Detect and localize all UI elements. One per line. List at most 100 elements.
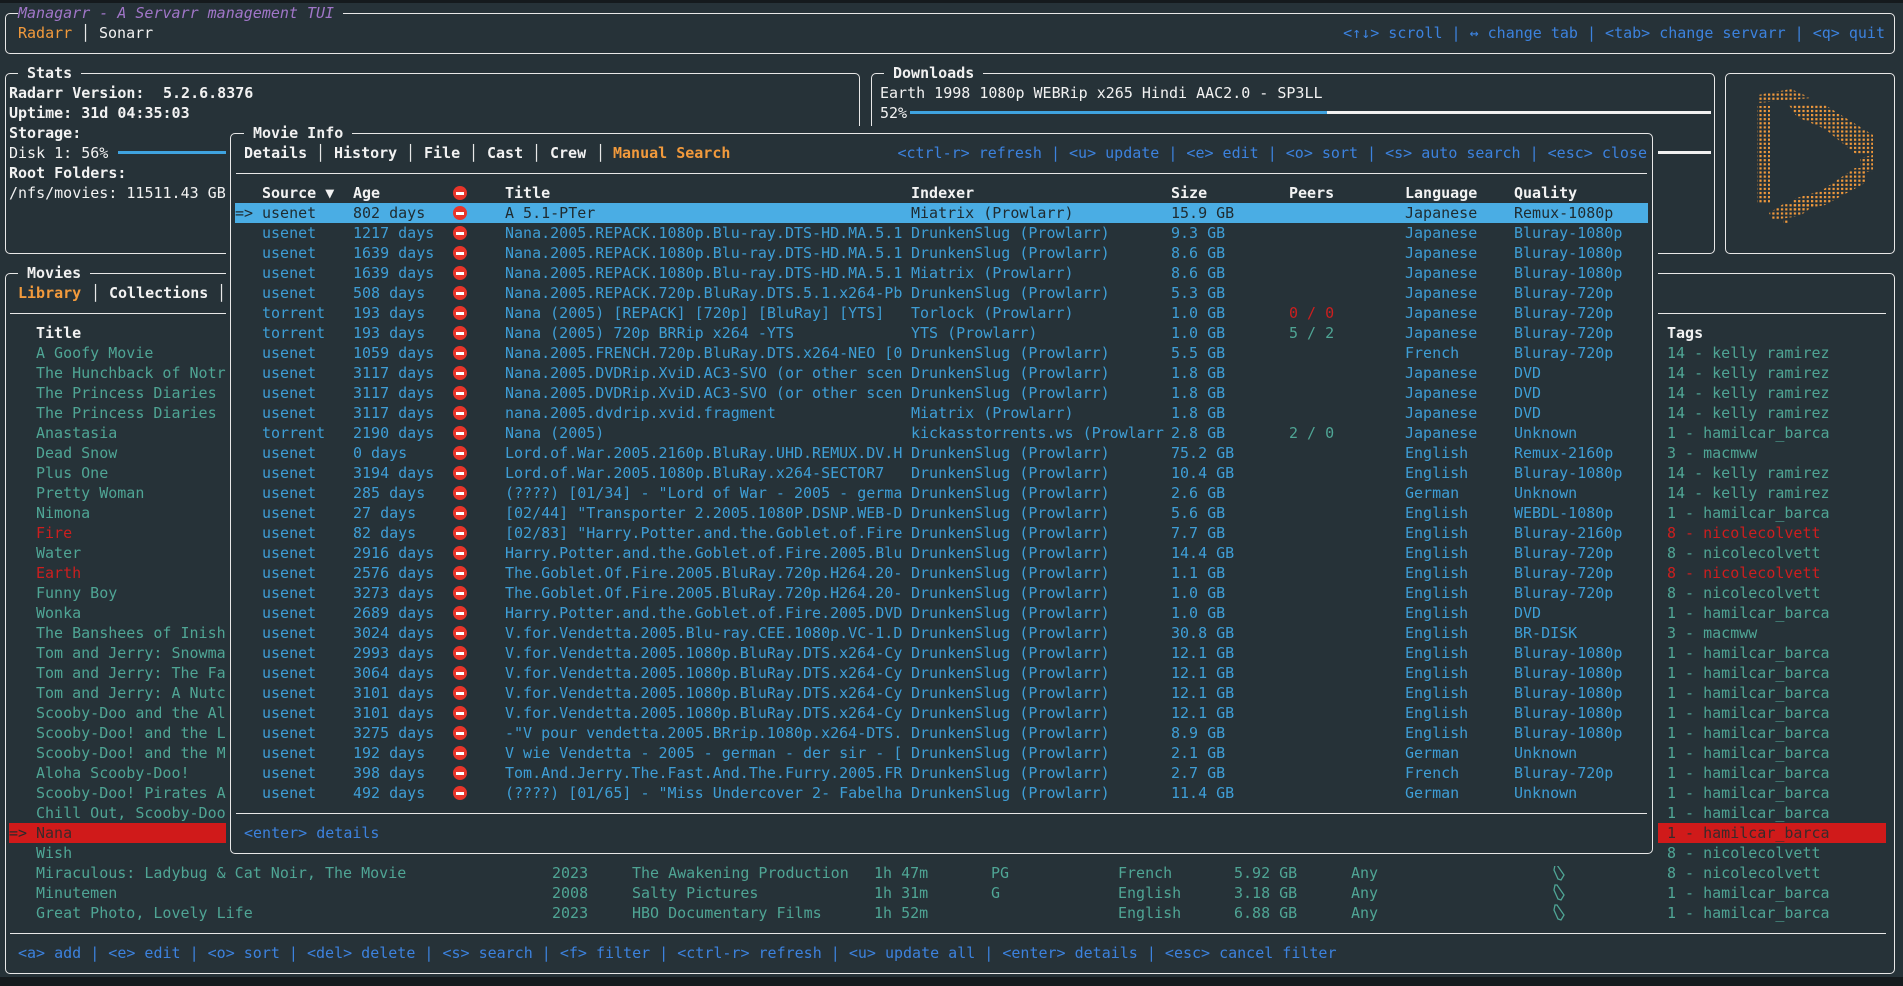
movie-title[interactable]: Tom and Jerry: Snowma <box>36 644 226 662</box>
tab-divider: │ <box>532 144 542 162</box>
movie-title[interactable]: Nimona <box>36 504 91 522</box>
release-source: usenet <box>262 404 317 422</box>
release-indexer: DrunkenSlug (Prowlarr) <box>911 584 1110 602</box>
column-header-peers[interactable]: Peers <box>1289 184 1335 202</box>
movie-tags: 8 - nicolecolvett <box>1667 524 1821 542</box>
movie-tags: 14 - kelly ramirez <box>1667 344 1830 362</box>
movie-title[interactable]: Water <box>36 544 82 562</box>
release-quality: Unknown <box>1514 484 1578 502</box>
movie-title[interactable]: Tom and Jerry: The Fa <box>36 664 226 682</box>
movie-tags: 3 - macmww <box>1667 624 1758 642</box>
release-indexer: DrunkenSlug (Prowlarr) <box>911 664 1110 682</box>
column-header-age[interactable]: Age <box>353 184 381 202</box>
release-source: torrent <box>262 424 326 442</box>
movie-title[interactable]: Scooby-Doo! and the L <box>36 724 226 742</box>
movie-title[interactable]: The Hunchback of Notr <box>36 364 226 382</box>
movie-title[interactable]: Wish <box>36 844 73 862</box>
movie-title[interactable]: Chill Out, Scooby-Doo <box>36 804 226 822</box>
column-header-language[interactable]: Language <box>1405 184 1478 202</box>
tab-cast[interactable]: Cast <box>487 144 524 162</box>
column-header-indexer[interactable]: Indexer <box>911 184 975 202</box>
movie-title[interactable]: The Princess Diaries <box>36 404 217 422</box>
release-language: German <box>1405 744 1460 762</box>
movie-title[interactable]: Minutemen <box>36 884 118 902</box>
movie-studio: HBO Documentary Films <box>632 904 822 922</box>
movie-title[interactable]: Fire <box>36 524 73 542</box>
tab-manual-search[interactable]: Manual Search <box>613 144 731 162</box>
release-size: 8.9 GB <box>1171 724 1226 742</box>
tab-radarr[interactable]: Radarr <box>18 24 73 42</box>
movie-title[interactable]: Dead Snow <box>36 444 118 462</box>
tab-library[interactable]: Library <box>18 284 82 302</box>
release-indexer: Torlock (Prowlarr) <box>911 304 1074 322</box>
movie-info-footer[interactable]: <enter> details <box>244 824 380 842</box>
movie-tags: 14 - kelly ramirez <box>1667 384 1830 402</box>
movie-title[interactable]: Wonka <box>36 604 82 622</box>
release-indexer: DrunkenSlug (Prowlarr) <box>911 224 1110 242</box>
movie-tags: 8 - nicolecolvett <box>1667 544 1821 562</box>
release-size: 1.1 GB <box>1171 564 1226 582</box>
release-indexer: Miatrix (Prowlarr) <box>911 264 1074 282</box>
movie-tags: 1 - hamilcar_barca <box>1667 664 1830 682</box>
release-language: Japanese <box>1405 264 1478 282</box>
column-header-source[interactable]: Source ▼ <box>262 184 335 202</box>
release-quality: Bluray-720p <box>1514 284 1614 302</box>
rejected-icon <box>453 486 467 500</box>
tab-file[interactable]: File <box>424 144 461 162</box>
column-header-quality[interactable]: Quality <box>1514 184 1578 202</box>
movie-title[interactable]: Nana <box>36 824 73 842</box>
movie-title[interactable]: A Goofy Movie <box>36 344 154 362</box>
release-quality: Remux-2160p <box>1514 444 1614 462</box>
movie-language: English <box>1118 884 1182 902</box>
release-age: 1217 days <box>353 224 435 242</box>
tab-crew[interactable]: Crew <box>550 144 587 162</box>
tab-sonarr[interactable]: Sonarr <box>99 24 154 42</box>
release-age: 2689 days <box>353 604 435 622</box>
monitored-tag-icon <box>1553 904 1565 921</box>
movie-title[interactable]: The Princess Diaries <box>36 384 217 402</box>
release-age: 3275 days <box>353 724 435 742</box>
release-language: English <box>1405 704 1469 722</box>
release-indexer: DrunkenSlug (Prowlarr) <box>911 644 1110 662</box>
movies-title: Movies <box>18 263 91 283</box>
movie-title[interactable]: The Banshees of Inish <box>36 624 226 642</box>
movie-tags: 1 - hamilcar_barca <box>1667 424 1830 442</box>
release-language: Japanese <box>1405 304 1478 322</box>
release-age: 0 days <box>353 444 408 462</box>
movie-title[interactable]: Aloha Scooby-Doo! <box>36 764 190 782</box>
movie-language: English <box>1118 904 1182 922</box>
movie-title[interactable]: Plus One <box>36 464 109 482</box>
release-size: 75.2 GB <box>1171 444 1235 462</box>
movie-title[interactable]: Scooby-Doo! and the M <box>36 744 226 762</box>
movie-title[interactable]: Anastasia <box>36 424 118 442</box>
movie-info-help: <ctrl-r> refresh | <u> update | <e> edit… <box>897 144 1647 162</box>
release-age: 3101 days <box>353 704 435 722</box>
movie-title[interactable]: Scooby-Doo! Pirates A <box>36 784 226 802</box>
tab-collections[interactable]: Collections <box>109 284 209 302</box>
release-title: Nana.2005.REPACK.1080p.Blu-ray.DTS-HD.MA… <box>505 264 903 282</box>
release-size: 12.1 GB <box>1171 644 1235 662</box>
release-indexer: DrunkenSlug (Prowlarr) <box>911 544 1110 562</box>
release-language: English <box>1405 524 1469 542</box>
release-language: Japanese <box>1405 364 1478 382</box>
release-age: 285 days <box>353 484 426 502</box>
release-indexer: DrunkenSlug (Prowlarr) <box>911 524 1110 542</box>
movie-title[interactable]: Earth <box>36 564 82 582</box>
release-title: -"V pour vendetta.2005.BRrip.1080p.x264-… <box>505 724 903 742</box>
tab-details[interactable]: Details <box>244 144 308 162</box>
release-title: V.for.Vendetta.2005.1080p.BluRay.DTS.x26… <box>505 704 903 722</box>
movie-title[interactable]: Miraculous: Ladybug & Cat Noir, The Movi… <box>36 864 407 882</box>
column-header-size[interactable]: Size <box>1171 184 1208 202</box>
column-header-title[interactable]: Title <box>505 184 551 202</box>
movie-tags: 14 - kelly ramirez <box>1667 404 1830 422</box>
movie-year: 2023 <box>552 864 589 882</box>
movie-title[interactable]: Pretty Woman <box>36 484 145 502</box>
movie-title[interactable]: Scooby-Doo and the Al <box>36 704 226 722</box>
movie-title[interactable]: Great Photo, Lovely Life <box>36 904 253 922</box>
movie-tags: 1 - hamilcar_barca <box>1667 824 1830 842</box>
tab-history[interactable]: History <box>334 144 398 162</box>
release-source: usenet <box>262 344 317 362</box>
movie-title[interactable]: Funny Boy <box>36 584 118 602</box>
release-title: [02/44] "Transporter 2.2005.1080P.DSNP.W… <box>505 504 903 522</box>
movie-title[interactable]: Tom and Jerry: A Nutc <box>36 684 226 702</box>
